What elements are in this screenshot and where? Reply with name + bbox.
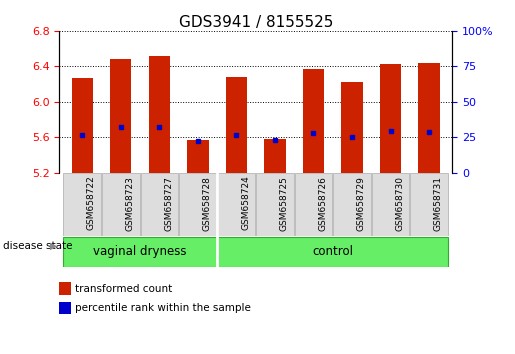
Text: GSM658723: GSM658723 xyxy=(126,176,134,230)
Bar xyxy=(226,77,247,172)
Bar xyxy=(303,69,324,172)
Bar xyxy=(110,58,131,172)
Text: GSM658731: GSM658731 xyxy=(434,176,443,231)
Text: vaginal dryness: vaginal dryness xyxy=(93,245,187,258)
Bar xyxy=(333,172,371,236)
Text: transformed count: transformed count xyxy=(75,284,172,293)
Bar xyxy=(217,172,255,236)
Bar xyxy=(63,172,101,236)
Text: ▶: ▶ xyxy=(50,241,58,251)
Bar xyxy=(63,237,217,267)
Text: GSM658727: GSM658727 xyxy=(164,176,173,230)
Bar xyxy=(149,56,170,172)
Bar xyxy=(187,140,209,172)
Bar xyxy=(256,172,294,236)
Text: GSM658728: GSM658728 xyxy=(202,176,212,230)
Text: GSM658726: GSM658726 xyxy=(318,176,327,230)
Bar xyxy=(264,139,285,172)
Bar xyxy=(341,82,363,172)
Text: GSM658722: GSM658722 xyxy=(87,176,96,230)
Text: control: control xyxy=(312,245,353,258)
Bar xyxy=(419,63,440,172)
Text: disease state: disease state xyxy=(3,241,72,251)
Text: percentile rank within the sample: percentile rank within the sample xyxy=(75,303,251,313)
Bar xyxy=(179,172,217,236)
Text: GSM658729: GSM658729 xyxy=(356,176,366,230)
Bar xyxy=(372,172,409,236)
Text: GSM658724: GSM658724 xyxy=(241,176,250,230)
Bar xyxy=(410,172,448,236)
Bar xyxy=(217,237,449,267)
Text: GSM658730: GSM658730 xyxy=(395,176,404,231)
Bar xyxy=(380,64,401,172)
Bar xyxy=(72,78,93,172)
Bar xyxy=(102,172,140,236)
Bar xyxy=(141,172,178,236)
Title: GDS3941 / 8155525: GDS3941 / 8155525 xyxy=(179,15,333,30)
Bar xyxy=(295,172,332,236)
Text: GSM658725: GSM658725 xyxy=(280,176,288,230)
